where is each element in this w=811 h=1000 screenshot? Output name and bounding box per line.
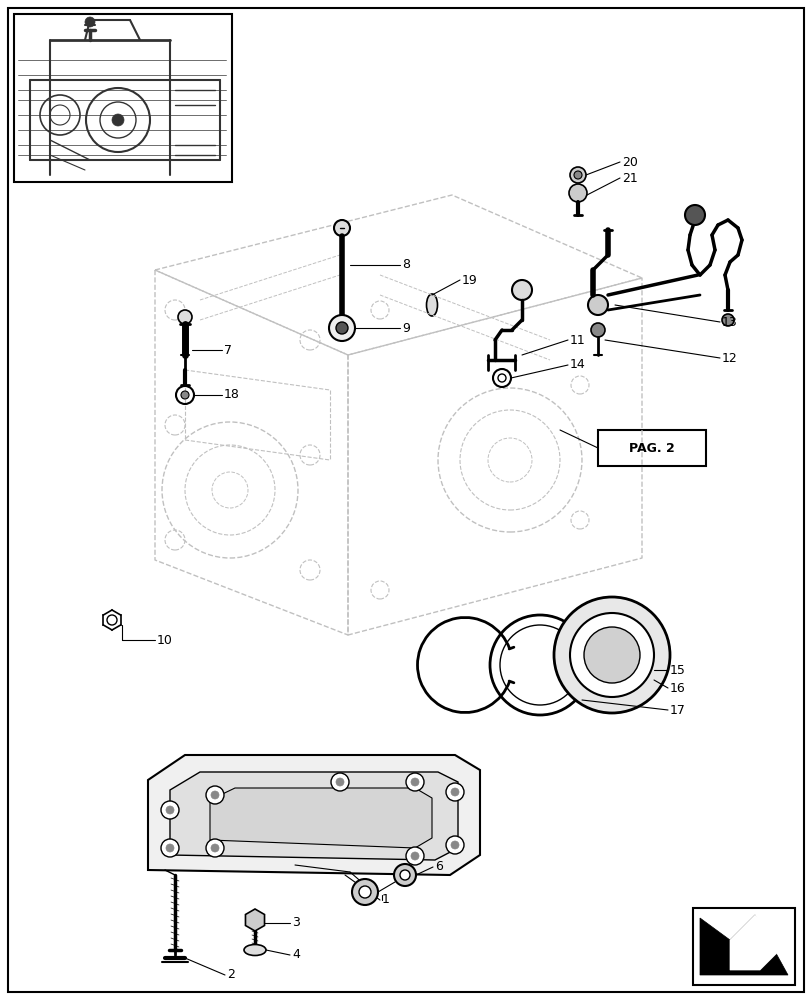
Circle shape: [161, 801, 178, 819]
Circle shape: [553, 597, 669, 713]
Text: 7: 7: [224, 344, 232, 357]
Text: 11: 11: [569, 334, 585, 347]
Polygon shape: [210, 788, 431, 848]
Circle shape: [161, 839, 178, 857]
Circle shape: [206, 786, 224, 804]
Circle shape: [351, 879, 378, 905]
Polygon shape: [169, 772, 457, 860]
Circle shape: [569, 184, 586, 202]
Text: 9: 9: [401, 322, 410, 334]
Circle shape: [333, 220, 350, 236]
Text: 2: 2: [227, 968, 234, 981]
Bar: [692, 908, 794, 985]
Text: 6: 6: [435, 860, 442, 874]
Bar: [14, 14, 232, 182]
Circle shape: [331, 773, 349, 791]
Text: 13: 13: [721, 316, 737, 328]
Circle shape: [450, 841, 458, 849]
Text: 1: 1: [381, 894, 389, 906]
Circle shape: [587, 295, 607, 315]
Circle shape: [165, 844, 174, 852]
Circle shape: [569, 613, 653, 697]
Circle shape: [583, 627, 639, 683]
Circle shape: [85, 17, 95, 27]
Circle shape: [358, 886, 371, 898]
Circle shape: [684, 205, 704, 225]
Bar: [597, 430, 705, 466]
Circle shape: [721, 314, 733, 326]
Circle shape: [445, 836, 463, 854]
Circle shape: [211, 791, 219, 799]
Circle shape: [181, 391, 189, 399]
Circle shape: [573, 171, 581, 179]
Circle shape: [336, 322, 348, 334]
Circle shape: [107, 615, 117, 625]
Circle shape: [328, 315, 354, 341]
Circle shape: [336, 778, 344, 786]
Text: 16: 16: [669, 682, 685, 694]
Text: 8: 8: [401, 258, 410, 271]
Circle shape: [206, 839, 224, 857]
Circle shape: [406, 773, 423, 791]
Circle shape: [400, 870, 410, 880]
Text: PAG. 2: PAG. 2: [629, 442, 674, 454]
Circle shape: [450, 788, 458, 796]
Text: 14: 14: [569, 359, 585, 371]
Polygon shape: [245, 909, 264, 931]
Circle shape: [410, 778, 418, 786]
Circle shape: [178, 310, 191, 324]
Text: 3: 3: [292, 916, 299, 929]
Circle shape: [112, 114, 124, 126]
Text: 19: 19: [461, 273, 477, 286]
Polygon shape: [699, 915, 787, 975]
Circle shape: [569, 167, 586, 183]
Circle shape: [211, 844, 219, 852]
Polygon shape: [148, 755, 479, 875]
Circle shape: [410, 852, 418, 860]
Circle shape: [590, 323, 604, 337]
Text: 21: 21: [621, 172, 637, 185]
Circle shape: [406, 847, 423, 865]
Circle shape: [445, 783, 463, 801]
Text: 12: 12: [721, 352, 737, 364]
Text: 18: 18: [224, 388, 239, 401]
Text: 5: 5: [397, 876, 405, 888]
Ellipse shape: [426, 294, 437, 316]
Polygon shape: [729, 915, 787, 970]
Text: 15: 15: [669, 664, 685, 676]
Ellipse shape: [243, 944, 266, 955]
Text: 4: 4: [292, 948, 299, 961]
Text: 20: 20: [621, 156, 637, 169]
Circle shape: [512, 280, 531, 300]
Circle shape: [393, 864, 415, 886]
Text: 17: 17: [669, 704, 685, 716]
Text: 10: 10: [157, 634, 173, 646]
Circle shape: [165, 806, 174, 814]
